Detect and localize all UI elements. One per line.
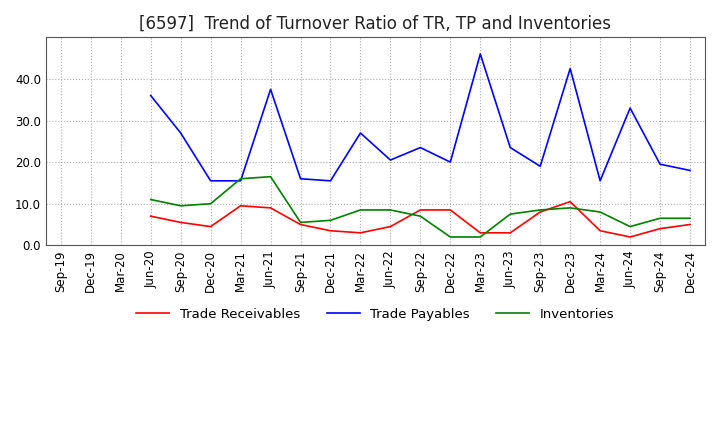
Trade Receivables — [176, 220, 185, 225]
Inventories — [596, 209, 605, 215]
Inventories — [446, 235, 454, 240]
Inventories — [566, 205, 575, 210]
Line: Inventories: Inventories — [150, 177, 690, 237]
Trade Receivables — [416, 207, 425, 213]
Trade Payables — [685, 168, 694, 173]
Trade Payables — [626, 106, 634, 111]
Trade Receivables — [266, 205, 275, 210]
Trade Receivables — [236, 203, 245, 209]
Trade Receivables — [146, 213, 155, 219]
Inventories — [626, 224, 634, 229]
Inventories — [656, 216, 665, 221]
Trade Receivables — [506, 230, 515, 235]
Trade Receivables — [296, 222, 305, 227]
Trade Payables — [326, 178, 335, 183]
Trade Receivables — [356, 230, 365, 235]
Trade Payables — [476, 51, 485, 57]
Trade Payables — [386, 158, 395, 163]
Trade Payables — [416, 145, 425, 150]
Line: Trade Payables: Trade Payables — [150, 54, 690, 181]
Trade Receivables — [685, 222, 694, 227]
Inventories — [386, 207, 395, 213]
Trade Receivables — [656, 226, 665, 231]
Inventories — [266, 174, 275, 180]
Trade Payables — [536, 164, 544, 169]
Inventories — [176, 203, 185, 209]
Title: [6597]  Trend of Turnover Ratio of TR, TP and Inventories: [6597] Trend of Turnover Ratio of TR, TP… — [140, 15, 611, 33]
Trade Payables — [506, 145, 515, 150]
Inventories — [296, 220, 305, 225]
Trade Receivables — [386, 224, 395, 229]
Trade Receivables — [536, 209, 544, 215]
Trade Payables — [146, 93, 155, 98]
Trade Payables — [236, 178, 245, 183]
Inventories — [207, 201, 215, 206]
Trade Payables — [596, 178, 605, 183]
Legend: Trade Receivables, Trade Payables, Inventories: Trade Receivables, Trade Payables, Inven… — [131, 302, 620, 326]
Inventories — [146, 197, 155, 202]
Inventories — [356, 207, 365, 213]
Trade Payables — [207, 178, 215, 183]
Trade Payables — [446, 159, 454, 165]
Trade Payables — [176, 130, 185, 136]
Inventories — [326, 218, 335, 223]
Trade Receivables — [326, 228, 335, 233]
Inventories — [536, 207, 544, 213]
Line: Trade Receivables: Trade Receivables — [150, 202, 690, 237]
Trade Payables — [266, 87, 275, 92]
Inventories — [506, 212, 515, 217]
Trade Receivables — [476, 230, 485, 235]
Inventories — [236, 176, 245, 181]
Trade Receivables — [207, 224, 215, 229]
Trade Payables — [656, 161, 665, 167]
Inventories — [476, 235, 485, 240]
Trade Payables — [296, 176, 305, 181]
Inventories — [685, 216, 694, 221]
Inventories — [416, 213, 425, 219]
Trade Payables — [356, 130, 365, 136]
Trade Receivables — [566, 199, 575, 204]
Trade Receivables — [596, 228, 605, 233]
Trade Receivables — [626, 235, 634, 240]
Trade Payables — [566, 66, 575, 71]
Trade Receivables — [446, 207, 454, 213]
